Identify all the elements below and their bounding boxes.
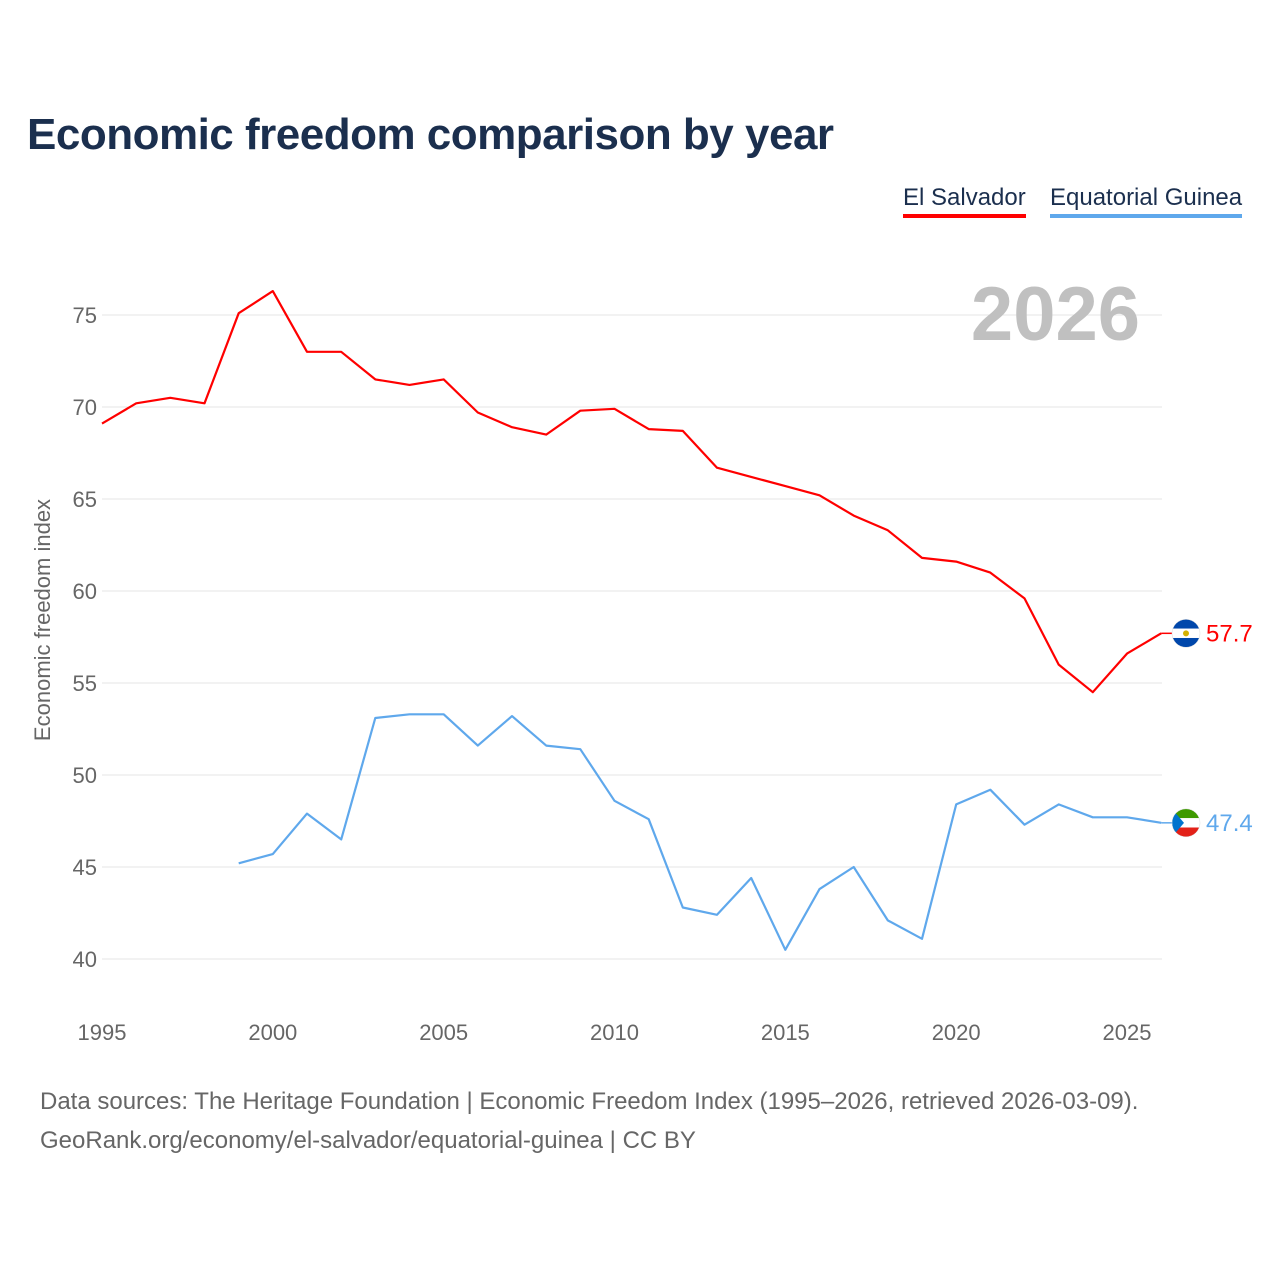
legend-equatorial-guinea[interactable]: Equatorial Guinea xyxy=(1050,184,1243,218)
y-tick-label: 60 xyxy=(73,579,97,604)
series-line-equatorial-guinea xyxy=(238,713,1162,951)
footer-sources: Data sources: The Heritage Foundation | … xyxy=(40,1088,1139,1115)
flag-border xyxy=(1171,619,1201,648)
flag-el-salvador-icon xyxy=(1172,619,1200,648)
y-tick-label: 45 xyxy=(73,855,97,880)
y-tick-label: 70 xyxy=(73,395,97,420)
chart-title: Economic freedom comparison by year xyxy=(27,110,834,159)
x-tick-label: 2000 xyxy=(248,1020,297,1045)
y-tick-label: 75 xyxy=(73,303,97,328)
flag-equatorial-guinea-icon xyxy=(1172,808,1200,837)
x-tick-label: 1995 xyxy=(78,1020,127,1045)
y-tick-label: 40 xyxy=(73,947,97,972)
footer-attribution: GeoRank.org/economy/el-salvador/equatori… xyxy=(40,1127,696,1154)
y-tick-label: 65 xyxy=(73,487,97,512)
year-label: 2026 xyxy=(971,272,1140,357)
y-tick-label: 55 xyxy=(73,671,97,696)
x-tick-label: 2010 xyxy=(590,1020,639,1045)
x-tick-label: 2020 xyxy=(932,1020,981,1045)
flag-border xyxy=(1171,808,1201,838)
end-value-label: 57.7 xyxy=(1206,620,1253,647)
series-line-el-salvador xyxy=(101,290,1162,694)
y-tick-label: 50 xyxy=(73,763,97,788)
x-tick-label: 2005 xyxy=(419,1020,468,1045)
x-tick-label: 2015 xyxy=(761,1020,810,1045)
y-axis-label: Economic freedom index xyxy=(30,499,55,741)
x-tick-label: 2025 xyxy=(1103,1020,1152,1045)
end-value-label: 47.4 xyxy=(1206,810,1253,837)
legend-el-salvador[interactable]: El Salvador xyxy=(903,184,1026,218)
